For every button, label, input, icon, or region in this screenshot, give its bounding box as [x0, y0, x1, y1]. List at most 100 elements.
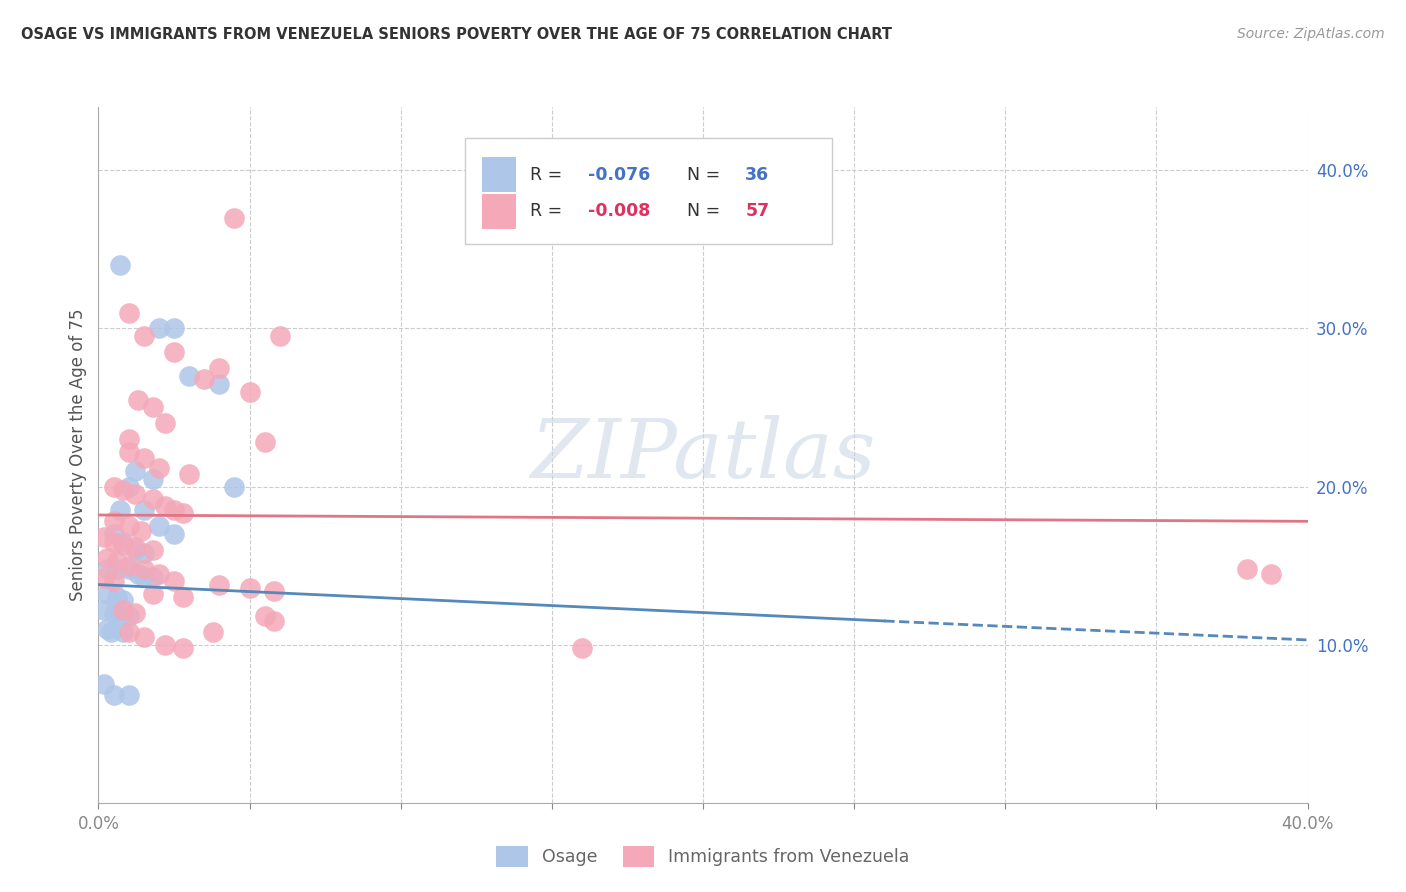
Point	[163, 503, 186, 517]
Point	[108, 258, 131, 272]
Point	[118, 625, 141, 640]
Text: OSAGE VS IMMIGRANTS FROM VENEZUELA SENIORS POVERTY OVER THE AGE OF 75 CORRELATIO: OSAGE VS IMMIGRANTS FROM VENEZUELA SENIO…	[21, 27, 891, 42]
Point	[224, 479, 246, 493]
Point	[132, 630, 155, 644]
Point	[132, 562, 155, 576]
Text: -0.076: -0.076	[588, 166, 651, 184]
Point	[103, 527, 125, 541]
Point	[142, 587, 165, 601]
Point	[108, 609, 131, 624]
Point	[108, 503, 131, 517]
Y-axis label: Seniors Poverty Over the Age of 75: Seniors Poverty Over the Age of 75	[69, 309, 87, 601]
Point	[118, 558, 141, 573]
Point	[103, 534, 125, 549]
Point	[263, 583, 285, 598]
Point	[239, 384, 262, 399]
Point	[96, 562, 118, 576]
Point	[105, 554, 128, 568]
Point	[172, 591, 194, 605]
Point	[111, 603, 134, 617]
Point	[142, 570, 165, 584]
Point	[118, 444, 141, 458]
Point	[93, 677, 115, 691]
Point	[163, 527, 186, 541]
Point	[127, 566, 149, 581]
Point	[153, 417, 176, 431]
Point	[142, 401, 165, 415]
Point	[153, 638, 176, 652]
Point	[132, 451, 155, 466]
Point	[208, 360, 231, 375]
Point	[118, 688, 141, 702]
Point	[103, 688, 125, 702]
Point	[253, 609, 276, 624]
Point	[118, 562, 141, 576]
Point	[111, 483, 134, 497]
Point	[202, 625, 225, 640]
Point	[93, 571, 115, 585]
Point	[118, 479, 141, 493]
Text: R =: R =	[530, 202, 568, 220]
Text: -0.008: -0.008	[588, 202, 651, 220]
Point	[142, 492, 165, 507]
Point	[208, 577, 231, 591]
Point	[118, 609, 141, 624]
Point	[124, 540, 146, 554]
Point	[142, 472, 165, 486]
FancyBboxPatch shape	[482, 157, 516, 192]
Point	[132, 546, 155, 560]
Point	[111, 625, 134, 640]
Point	[1260, 566, 1282, 581]
Point	[179, 368, 201, 383]
Legend: Osage, Immigrants from Venezuela: Osage, Immigrants from Venezuela	[489, 839, 917, 874]
Point	[103, 574, 125, 589]
Point	[105, 591, 128, 605]
FancyBboxPatch shape	[465, 138, 832, 244]
Point	[132, 570, 155, 584]
Point	[93, 530, 115, 544]
Text: Source: ZipAtlas.com: Source: ZipAtlas.com	[1237, 27, 1385, 41]
Point	[103, 479, 125, 493]
Point	[111, 593, 134, 607]
Point	[127, 392, 149, 407]
Point	[111, 534, 134, 549]
Point	[118, 305, 141, 319]
Text: 57: 57	[745, 202, 769, 220]
Point	[172, 640, 194, 655]
Text: 36: 36	[745, 166, 769, 184]
Point	[153, 499, 176, 513]
Text: N =: N =	[688, 166, 725, 184]
Point	[142, 542, 165, 557]
Point	[103, 514, 125, 528]
Point	[263, 614, 285, 628]
Point	[124, 464, 146, 478]
Point	[96, 587, 118, 601]
Point	[105, 562, 128, 576]
FancyBboxPatch shape	[482, 194, 516, 229]
Point	[118, 519, 141, 533]
Point	[571, 640, 593, 655]
Point	[163, 345, 186, 359]
Point	[124, 487, 146, 501]
Point	[96, 622, 118, 636]
Point	[132, 329, 155, 343]
Point	[96, 550, 118, 565]
Point	[103, 606, 125, 620]
Text: R =: R =	[530, 166, 568, 184]
Point	[269, 329, 291, 343]
Point	[148, 566, 170, 581]
Point	[124, 606, 146, 620]
Point	[253, 435, 276, 450]
Point	[1236, 562, 1258, 576]
Point	[132, 503, 155, 517]
Point	[111, 538, 134, 552]
Point	[224, 211, 246, 225]
Point	[172, 507, 194, 521]
Point	[193, 372, 215, 386]
Text: ZIPatlas: ZIPatlas	[530, 415, 876, 495]
Point	[163, 574, 186, 589]
Point	[208, 376, 231, 391]
Point	[179, 467, 201, 481]
Text: N =: N =	[688, 202, 725, 220]
Point	[148, 519, 170, 533]
